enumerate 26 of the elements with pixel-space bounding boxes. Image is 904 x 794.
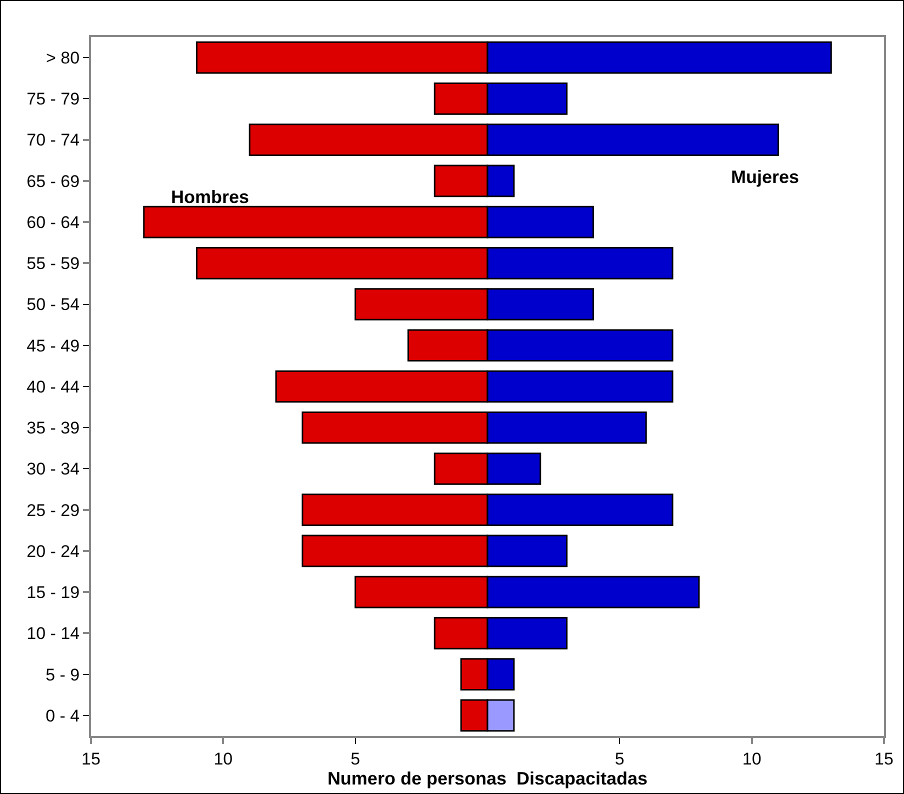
y-tick-label: 60 - 64 (26, 212, 80, 232)
y-tick-label: > 80 (46, 48, 80, 68)
series-label: Mujeres (731, 167, 800, 187)
y-tick-label: 5 - 9 (46, 665, 80, 684)
x-tick-label: 10 (214, 749, 233, 768)
y-tick-label: 20 - 24 (26, 542, 80, 561)
y-tick-label: 55 - 59 (26, 254, 80, 274)
y-tick-label: 40 - 44 (26, 377, 80, 396)
y-tick-label: 35 - 39 (26, 418, 80, 438)
y-tick-label: 75 - 79 (26, 90, 80, 109)
y-tick-label: 0 - 4 (46, 706, 80, 726)
x-tick-label: 15 (82, 749, 100, 768)
y-tick-label: 65 - 69 (26, 172, 80, 191)
y-tick-label: 70 - 74 (26, 130, 80, 150)
y-tick-label: 45 - 49 (26, 336, 80, 356)
y-tick-label: 25 - 29 (26, 500, 80, 520)
y-tick-label: 30 - 34 (26, 460, 80, 479)
y-tick-label: 15 - 19 (26, 583, 80, 602)
x-tick-label: 5 (350, 749, 360, 768)
x-axis-title: Numero de personas Discapacitadas (327, 768, 648, 788)
x-tick-label: 10 (742, 749, 762, 768)
series-label: Hombres (171, 187, 250, 207)
y-tick-label: 50 - 54 (26, 295, 80, 314)
x-tick-label: 5 (614, 749, 624, 768)
y-tick-label: 10 - 14 (26, 624, 80, 644)
x-tick-label: 15 (874, 749, 894, 768)
